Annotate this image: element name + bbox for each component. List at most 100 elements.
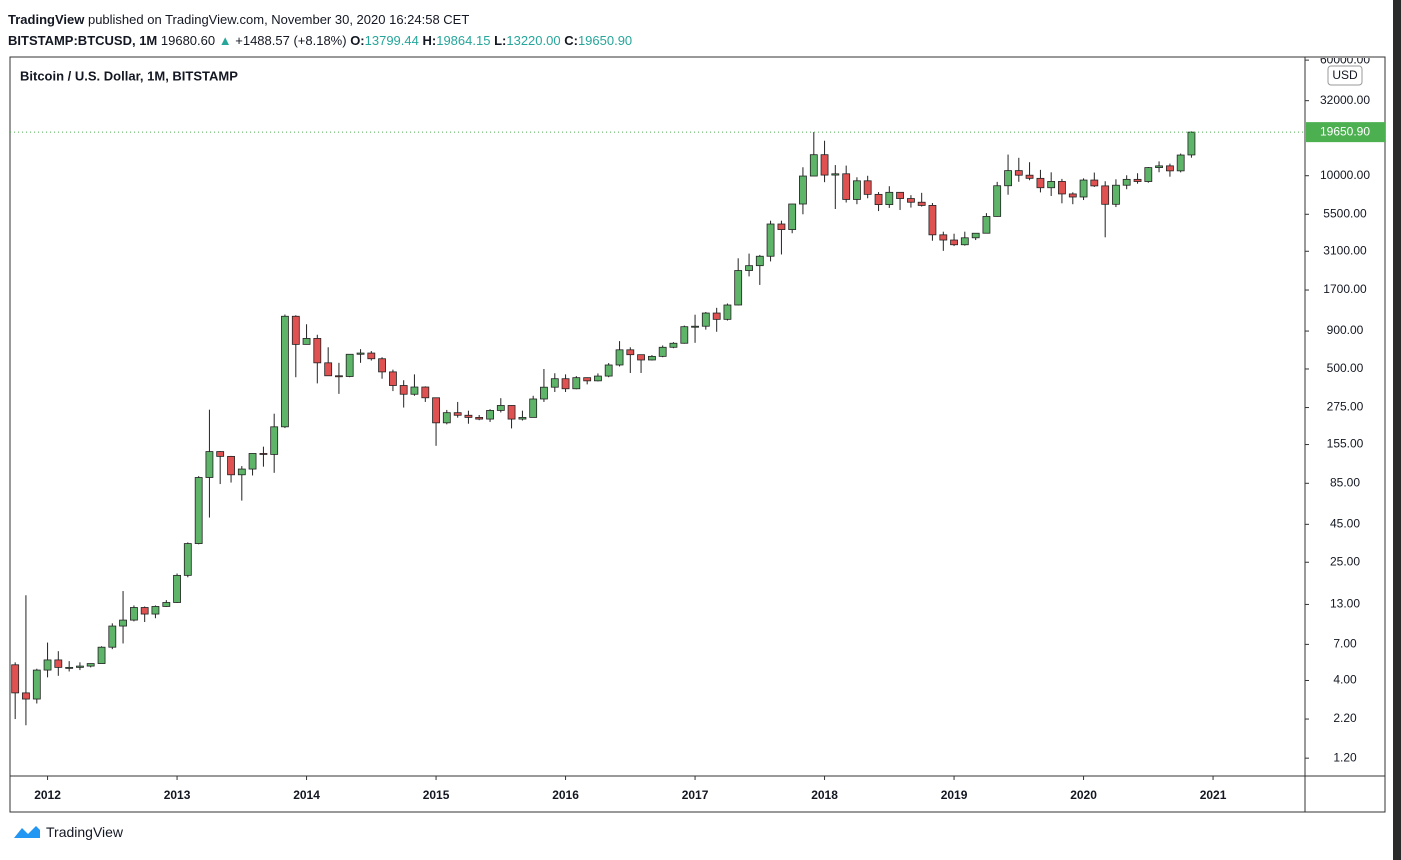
candle-body [939,234,948,241]
candle-body [809,154,818,177]
candle-body [648,355,656,361]
candle-body [432,397,440,424]
candle-body [324,362,333,377]
candle-body [658,346,667,357]
candle-body [140,607,149,615]
candle-body [1047,181,1056,189]
candle-body [507,405,516,420]
candle-body [766,223,775,257]
candle-body [874,193,883,206]
chart-title: Bitcoin / U.S. Dollar, 1M, BITSTAMP [20,68,238,83]
candle-body [1155,165,1163,168]
candle-body [65,666,74,669]
candle-body [108,625,117,648]
low-value: 13220.00 [506,33,561,48]
candle-body [496,405,505,411]
candle-body [237,468,246,476]
candle-body [583,377,592,382]
candle-body [626,349,635,356]
logo-text: TradingView [46,824,124,840]
candle-body [216,451,225,457]
candle-body [389,371,397,386]
last-price-label: 19650.90 [1320,124,1370,138]
candle-body [1090,179,1099,187]
chart-frame [9,56,1386,813]
y-tick-label: 45.00 [1330,517,1360,531]
candle-body [259,453,268,455]
candle-body [464,414,473,418]
candle-body [1025,174,1034,179]
candle-body [313,338,322,364]
candle-body [194,477,203,544]
header-line: TradingView published on TradingView.com… [8,9,632,30]
candle-body [442,412,451,424]
candle-body [345,353,354,377]
candle-body [291,315,300,345]
footer: TradingView [12,822,123,842]
candle-body [1101,185,1110,205]
candle-body [335,375,343,378]
candle-body [853,180,861,200]
candle-body [453,412,462,416]
low-label: L: [494,33,507,48]
candle-body [399,385,408,395]
candle-body [691,325,699,328]
x-tick-label: 2012 [34,788,61,802]
candle-body [907,198,915,203]
candle-body [561,378,570,390]
candle-body [1187,131,1196,156]
candle-body [486,410,494,420]
candle-body [97,646,106,664]
candle-body [1133,178,1142,182]
open-label: O: [350,33,365,48]
x-tick-label: 2014 [293,788,320,802]
y-tick-label: 275.00 [1327,400,1364,414]
price: 19680.60 [160,33,216,48]
candle-body [281,315,289,428]
candle-body [529,398,538,418]
candle-body [950,239,958,246]
y-tick-label: 3100.00 [1323,243,1367,257]
candle-body [162,602,171,607]
candle-body [550,378,559,388]
chart: Bitcoin / U.S. Dollar, 1M, BITSTAMP 1.20… [9,52,1386,813]
candle-body [302,338,311,345]
candle-body [777,223,786,230]
candle-body [928,205,937,236]
candle-body [475,417,484,420]
candle-body [367,352,376,360]
x-tick-label: 2013 [164,788,191,802]
high-label: H: [422,33,437,48]
candle-body [1122,178,1131,186]
candle-body [410,386,419,395]
y-tick-label: 32000.00 [1320,93,1370,107]
x-tick-label: 2017 [682,788,709,802]
candle-body [669,342,678,348]
candle-body [76,665,84,668]
candle-body [982,216,991,234]
candle-body [119,619,127,627]
candle-body [788,203,797,230]
candle-body [270,426,279,455]
candle-body [378,358,386,373]
y-tick-label: 1.20 [1333,750,1357,764]
arrow: ▲ [218,33,232,48]
candle-body [1079,179,1088,198]
y-tick-label: 2.20 [1333,711,1357,725]
candle-body [820,154,829,176]
candle-body [1068,193,1077,198]
close-value: 19650.90 [577,33,633,48]
high-value: 19864.15 [436,33,491,48]
candle-body [960,237,969,246]
candle-body [917,201,926,206]
published: published on TradingView.com, November 3… [87,12,470,27]
candle-body [43,659,52,671]
candle-body [896,191,904,199]
candle-body [1058,181,1066,195]
y-tick-label: 60000.00 [1320,52,1370,66]
candle-body [11,664,20,694]
x-tick-label: 2020 [1070,788,1097,802]
y-tick-label: 25.00 [1330,554,1360,568]
currency-label: USD [1332,68,1358,82]
